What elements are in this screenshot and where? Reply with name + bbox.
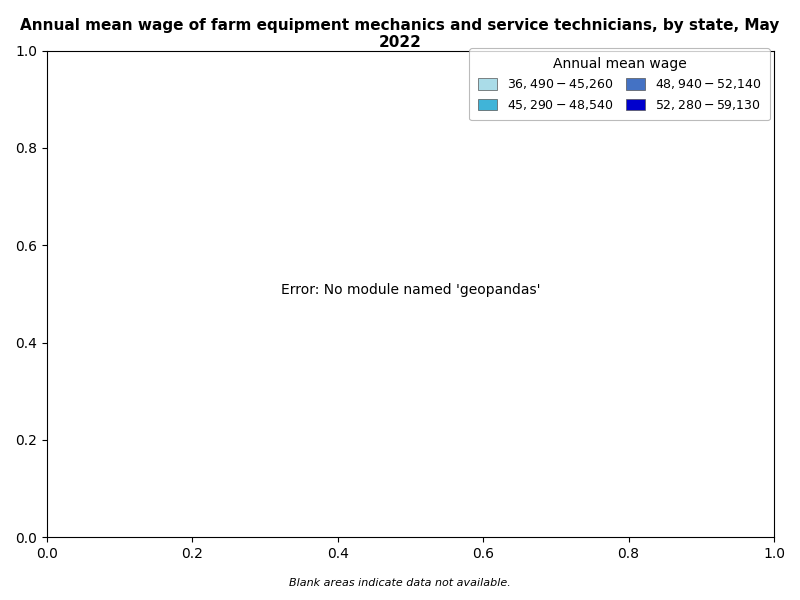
Text: Blank areas indicate data not available.: Blank areas indicate data not available. — [289, 578, 511, 588]
Text: Error: No module named 'geopandas': Error: No module named 'geopandas' — [281, 283, 540, 297]
Text: Annual mean wage of farm equipment mechanics and service technicians, by state, : Annual mean wage of farm equipment mecha… — [20, 18, 780, 50]
Legend: $36,490 - $45,260, $45,290 - $48,540, $48,940 - $52,140, $52,280 - $59,130: $36,490 - $45,260, $45,290 - $48,540, $4… — [470, 48, 770, 120]
